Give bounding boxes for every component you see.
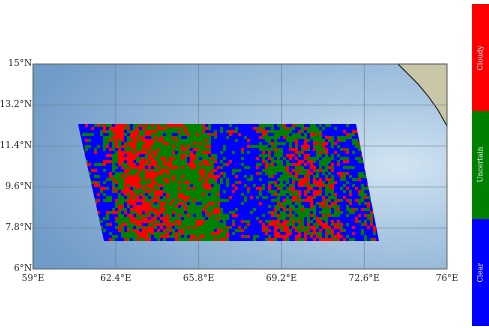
longitude-label: 76°E [435, 274, 459, 284]
latitude-label: 13.2°N [0, 100, 32, 110]
latitude-label: 6°N [13, 264, 32, 274]
map-frame [32, 63, 448, 270]
longitude-label: 69.2°E [265, 274, 297, 284]
colorbar-segment-cloudy [472, 4, 489, 112]
colorbar-label: Cloudy [476, 45, 485, 71]
colorbar-label: Clear [476, 262, 485, 282]
longitude-label: 59°E [21, 274, 45, 284]
colorbar-segment-clear [472, 218, 489, 326]
latitude-label: 15°N [8, 59, 32, 69]
latitude-label: 9.6°N [5, 182, 32, 192]
cloud-mask-swath [78, 124, 379, 241]
colorbar-segment-uncertain [472, 111, 489, 219]
longitude-label: 72.6°E [348, 274, 380, 284]
longitude-label: 65.8°E [183, 274, 215, 284]
latitude-label: 7.8°N [5, 223, 32, 233]
classification-colorbar: Cloudy Uncertain Clear [472, 4, 489, 326]
longitude-label: 62.4°E [100, 274, 132, 284]
latitude-label: 11.4°N [0, 141, 32, 151]
colorbar-label: Uncertain [476, 147, 485, 183]
